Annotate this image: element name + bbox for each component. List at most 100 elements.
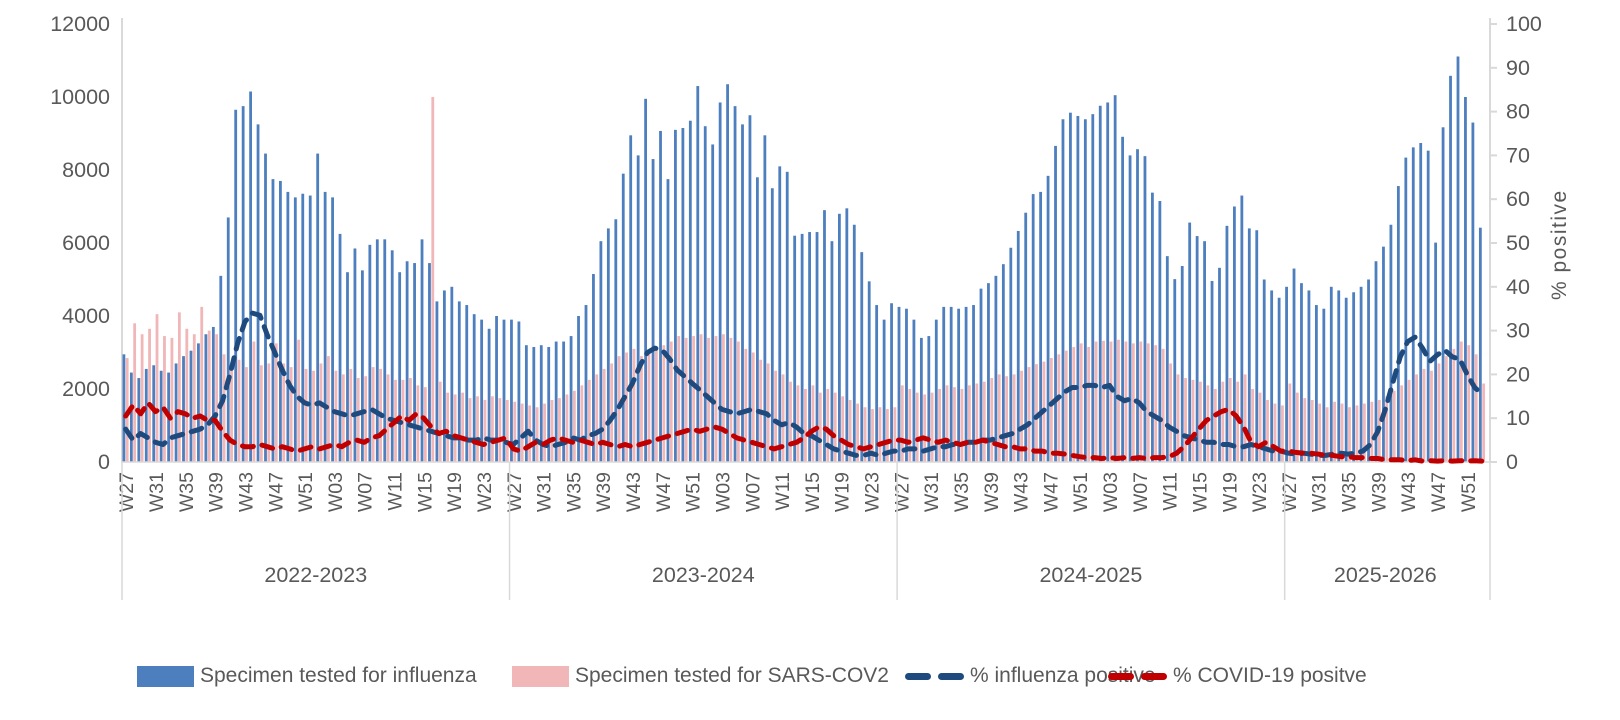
influenza-tested-bars — [122, 56, 1482, 463]
x-axis-week-label: W15 — [802, 472, 824, 512]
left-axis-tick-label: 12000 — [50, 12, 110, 36]
combo-chart-canvas: 0 2000 4000 6000 8000 10000 12000 0 10 20 30 40 50 60… — [50, 12, 1542, 600]
bar-influenza-tested — [293, 197, 297, 463]
bar-influenza-tested — [741, 124, 744, 463]
bar-sars-cov2-tested — [990, 378, 994, 462]
bar-sars-cov2-tested — [684, 337, 688, 462]
bar-influenza-tested — [651, 159, 655, 463]
bar-sars-cov2-tested — [1333, 401, 1336, 462]
season-label: 2024-2025 — [1039, 563, 1142, 587]
bar-influenza-tested — [875, 305, 879, 462]
bar-influenza-tested — [1106, 102, 1110, 462]
bar-influenza-tested — [808, 232, 811, 462]
bar-sars-cov2-tested — [282, 363, 286, 462]
season-label: 2022-2023 — [264, 563, 367, 587]
bar-sars-cov2-tested — [1295, 392, 1299, 462]
legend-item-sars-tested: Specimen tested for SARS-COV2 — [512, 660, 889, 692]
bar-influenza-tested — [264, 153, 267, 462]
bar-influenza-tested — [398, 272, 402, 462]
bar-influenza-tested — [1344, 297, 1348, 462]
bar-influenza-tested — [1419, 142, 1423, 463]
bar-sars-cov2-tested — [886, 409, 889, 462]
bar-influenza-tested — [1173, 279, 1177, 462]
bar-sars-cov2-tested — [1057, 354, 1061, 462]
bar-influenza-tested — [219, 275, 223, 462]
bar-influenza-tested — [375, 239, 379, 462]
bar-sars-cov2-tested — [304, 368, 308, 462]
bar-sars-cov2-tested — [550, 399, 554, 462]
bar-sars-cov2-tested — [1199, 381, 1202, 462]
bar-influenza-tested — [226, 217, 230, 462]
bar-influenza-tested — [1426, 150, 1430, 462]
bar-influenza-tested — [316, 153, 320, 462]
legend-swatch-sars — [512, 665, 569, 687]
bar-influenza-tested — [964, 306, 968, 463]
bar-influenza-tested — [1329, 286, 1333, 462]
bar-influenza-tested — [279, 180, 282, 462]
bar-influenza-tested — [1218, 267, 1221, 462]
bar-influenza-tested — [197, 343, 200, 463]
legend-item-pct-influenza: % influenza positive — [905, 660, 1156, 692]
bar-sars-cov2-tested — [699, 334, 703, 462]
bar-influenza-tested — [539, 345, 543, 462]
bar-sars-cov2-tested — [1422, 368, 1426, 462]
bar-influenza-tested — [1382, 246, 1385, 462]
bar-influenza-tested — [1270, 290, 1274, 462]
right-axis-tick-label: 30 — [1506, 319, 1530, 343]
bar-sars-cov2-tested — [975, 383, 979, 462]
bar-influenza-tested — [1449, 75, 1452, 462]
bar-influenza-tested — [1337, 290, 1341, 462]
bar-sars-cov2-tested — [714, 336, 718, 462]
x-axis-week-label: W47 — [265, 472, 287, 512]
x-axis-week-label: W07 — [742, 472, 764, 512]
bar-sars-cov2-tested — [729, 337, 733, 462]
x-axis-week-label: W27 — [116, 472, 138, 512]
bar-influenza-tested — [338, 233, 342, 463]
bar-influenza-tested — [852, 224, 856, 462]
bar-influenza-tested — [1471, 122, 1475, 463]
bar-sars-cov2-tested — [1146, 343, 1150, 463]
bar-sars-cov2-tested — [1102, 340, 1105, 462]
bar-influenza-tested — [793, 235, 797, 462]
bar-sars-cov2-tested — [1340, 403, 1344, 462]
bar-influenza-tested — [1143, 156, 1147, 462]
bar-sars-cov2-tested — [1094, 341, 1098, 462]
bar-sars-cov2-tested — [781, 374, 785, 462]
bar-sars-cov2-tested — [587, 379, 591, 463]
bar-influenza-tested — [674, 129, 677, 462]
x-axis-week-label: W03 — [325, 472, 347, 512]
bar-sars-cov2-tested — [1437, 363, 1441, 462]
bar-influenza-tested — [1411, 147, 1415, 462]
bar-sars-cov2-tested — [796, 385, 800, 462]
bar-sars-cov2-tested — [1430, 370, 1433, 462]
season-label: 2025-2026 — [1334, 563, 1437, 587]
bar-sars-cov2-tested — [736, 341, 740, 462]
right-axis-tick-label: 20 — [1506, 362, 1530, 386]
bar-sars-cov2-tested — [751, 352, 755, 462]
bar-influenza-tested — [681, 128, 685, 462]
bar-influenza-tested — [1069, 112, 1072, 462]
bar-influenza-tested — [1031, 194, 1035, 462]
bar-sars-cov2-tested — [334, 370, 338, 462]
bar-sars-cov2-tested — [401, 379, 405, 463]
bar-influenza-tested — [1247, 228, 1251, 462]
bar-influenza-tested — [1180, 266, 1184, 462]
bar-influenza-tested — [189, 350, 193, 462]
bar-sars-cov2-tested — [938, 389, 941, 462]
bar-influenza-tested — [457, 301, 461, 462]
bar-influenza-tested — [428, 263, 431, 462]
bar-influenza-tested — [666, 179, 670, 463]
bar-influenza-tested — [860, 252, 864, 463]
bar-influenza-tested — [204, 334, 208, 462]
bar-sars-cov2-tested — [967, 385, 971, 462]
bar-influenza-tested — [1359, 286, 1363, 462]
x-axis-week-label: W15 — [1189, 472, 1211, 512]
bar-influenza-tested — [621, 173, 625, 462]
bar-influenza-tested — [1210, 280, 1214, 462]
bar-sars-cov2-tested — [908, 389, 912, 462]
bar-influenza-tested — [659, 130, 662, 462]
bar-influenza-tested — [234, 109, 238, 463]
bar-influenza-tested — [912, 319, 916, 462]
dash-icon — [1141, 672, 1167, 680]
